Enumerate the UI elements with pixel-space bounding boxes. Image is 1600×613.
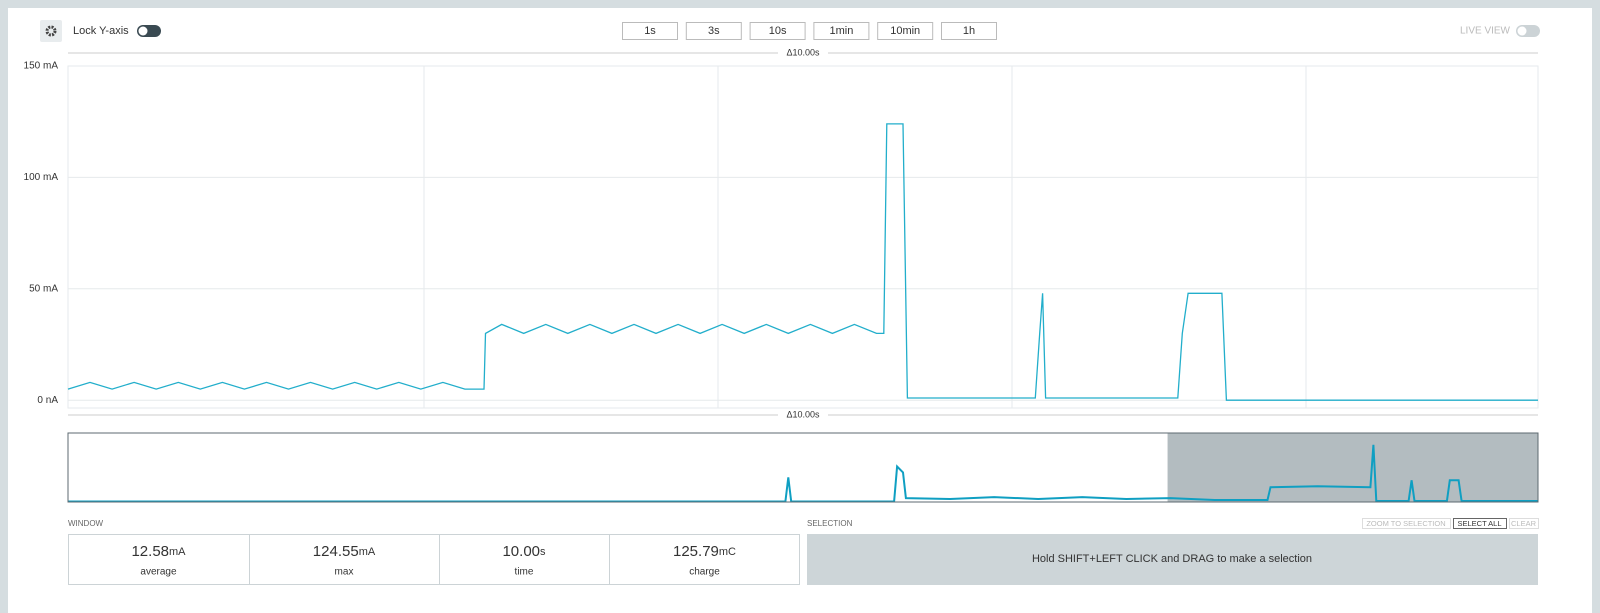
range-button-label: 10s (769, 25, 787, 37)
range-button[interactable] (813, 22, 870, 40)
panel (8, 8, 1592, 613)
plot-frame (67, 65, 1539, 409)
stat-number: 125.79 (673, 543, 719, 560)
stat-label: average (140, 567, 177, 578)
span-label: Δ10.00s (786, 47, 820, 57)
range-button[interactable] (941, 22, 997, 40)
selection-button-label: CLEAR (1511, 519, 1537, 528)
stat-label: time (515, 567, 534, 578)
stat-unit: s (540, 546, 546, 558)
range-buttons: 1s 3s 10s 1min 10min 1h (622, 22, 997, 40)
stats-box (68, 534, 800, 585)
stat-number: 124.55 (313, 543, 359, 560)
stat-number: 10.00 (502, 543, 540, 560)
stats: 12.58mAaverage124.55mAmax10.00stime125.7… (131, 534, 736, 585)
range-button[interactable] (622, 22, 678, 40)
overview-chart: Δ10.00s (67, 409, 1539, 503)
range-button-label: 1min (829, 25, 853, 37)
selection-button-label: ZOOM TO SELECTION (1366, 519, 1445, 528)
selection-button-label: SELECT ALL (1457, 519, 1501, 528)
toggle-knob (1517, 26, 1527, 36)
selection-button[interactable] (1509, 518, 1539, 529)
stat-value: 124.55mA (313, 543, 376, 560)
y-tick-label: 50 mA (29, 283, 58, 294)
range-button[interactable] (877, 22, 934, 40)
range-button[interactable] (749, 22, 806, 40)
selection-button[interactable] (1362, 518, 1451, 529)
stat-unit: mA (169, 546, 186, 558)
stat-label: charge (689, 567, 720, 578)
selection-title: SELECTION (807, 519, 853, 528)
stat-value: 125.79mC (673, 543, 736, 560)
selection-buttons: ZOOM TO SELECTION SELECT ALL CLEAR (1362, 518, 1539, 529)
window-region[interactable] (1167, 433, 1538, 502)
y-tick-label: 150 mA (24, 61, 59, 72)
range-button-label: 10min (890, 25, 920, 37)
y-tick-label: 0 nA (37, 395, 58, 406)
stat-value: 12.58mA (131, 543, 186, 560)
stat-number: 12.58 (131, 543, 169, 560)
lock-label: Lock Y-axis (73, 25, 129, 37)
range-button-label: 1s (644, 25, 656, 37)
range-button-label: 1h (963, 25, 975, 37)
selection-box (807, 534, 1538, 585)
overview-line (68, 444, 1538, 503)
span-label: Δ10.00s (786, 409, 820, 419)
toggle-knob (138, 26, 148, 36)
selection-button[interactable] (1453, 518, 1507, 529)
selection-hint: Hold SHIFT+LEFT CLICK and DRAG to make a… (1032, 553, 1312, 565)
range-button[interactable] (685, 22, 742, 40)
window-title: WINDOW (68, 519, 104, 528)
stat-value: 10.00s (502, 543, 546, 560)
settings-button[interactable] (40, 20, 62, 42)
main-chart: Δ10.00s 0 nA 50 mA 100 mA 150 mA (24, 47, 1539, 409)
y-tick-label: 100 mA (24, 172, 59, 183)
stat-unit: mA (359, 546, 376, 558)
stat-unit: mC (719, 546, 736, 558)
live-label: LIVE VIEW (1460, 26, 1511, 37)
stat-label: max (335, 567, 354, 578)
current-line (67, 123, 1538, 401)
gear-icon (45, 25, 57, 37)
range-button-label: 3s (708, 25, 720, 37)
overview-border (67, 432, 1539, 503)
